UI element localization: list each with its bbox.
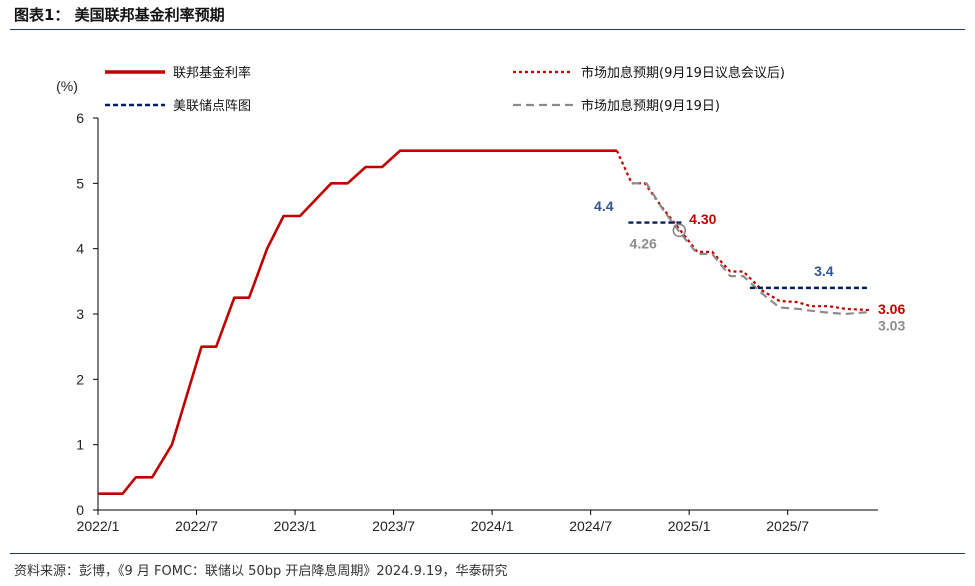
y-tick-label: 1: [76, 437, 84, 453]
x-tick-label: 2024/7: [569, 518, 612, 534]
data-label: 3.03: [878, 317, 905, 333]
y-tick-label: 0: [76, 502, 84, 518]
x-tick-label: 2024/1: [471, 518, 514, 534]
x-tick-label: 2025/1: [668, 518, 711, 534]
legend-label: 市场加息预期(9月19日议息会议后): [581, 65, 785, 81]
y-tick-label: 5: [76, 175, 84, 191]
legend-label: 市场加息预期(9月19日): [581, 98, 720, 114]
series-line-market-pre: [631, 182, 870, 316]
x-tick-label: 2023/7: [372, 518, 415, 534]
source-divider: [10, 553, 965, 554]
series-line-market-post: [615, 150, 870, 312]
y-tick-label: 6: [76, 110, 84, 126]
y-axis-unit: (%): [56, 78, 78, 94]
title-divider: [10, 29, 965, 30]
x-tick-label: 2022/7: [175, 518, 218, 534]
data-label: 4.4: [594, 198, 614, 214]
data-label: 4.30: [689, 211, 716, 227]
series-line-fed-funds: [98, 149, 617, 495]
y-tick-label: 2: [76, 371, 84, 387]
y-tick-label: 3: [76, 306, 84, 322]
figure-title: 图表1： 美国联邦基金利率预期: [14, 6, 225, 24]
data-label: 3.06: [878, 301, 905, 317]
data-label: 3.4: [814, 263, 834, 279]
highlight-circle: [672, 223, 687, 238]
y-tick-label: 4: [76, 241, 84, 257]
source-note: 资料来源：彭博，《9 月 FOMC：联储以 50bp 开启降息周期》2024.9…: [14, 564, 508, 579]
legend-label: 联邦基金利率: [173, 65, 251, 81]
x-tick-label: 2022/1: [77, 518, 120, 534]
legend-label: 美联储点阵图: [173, 99, 251, 114]
x-tick-label: 2025/7: [766, 518, 809, 534]
data-label: 4.26: [630, 236, 657, 252]
x-tick-label: 2023/1: [274, 518, 317, 534]
